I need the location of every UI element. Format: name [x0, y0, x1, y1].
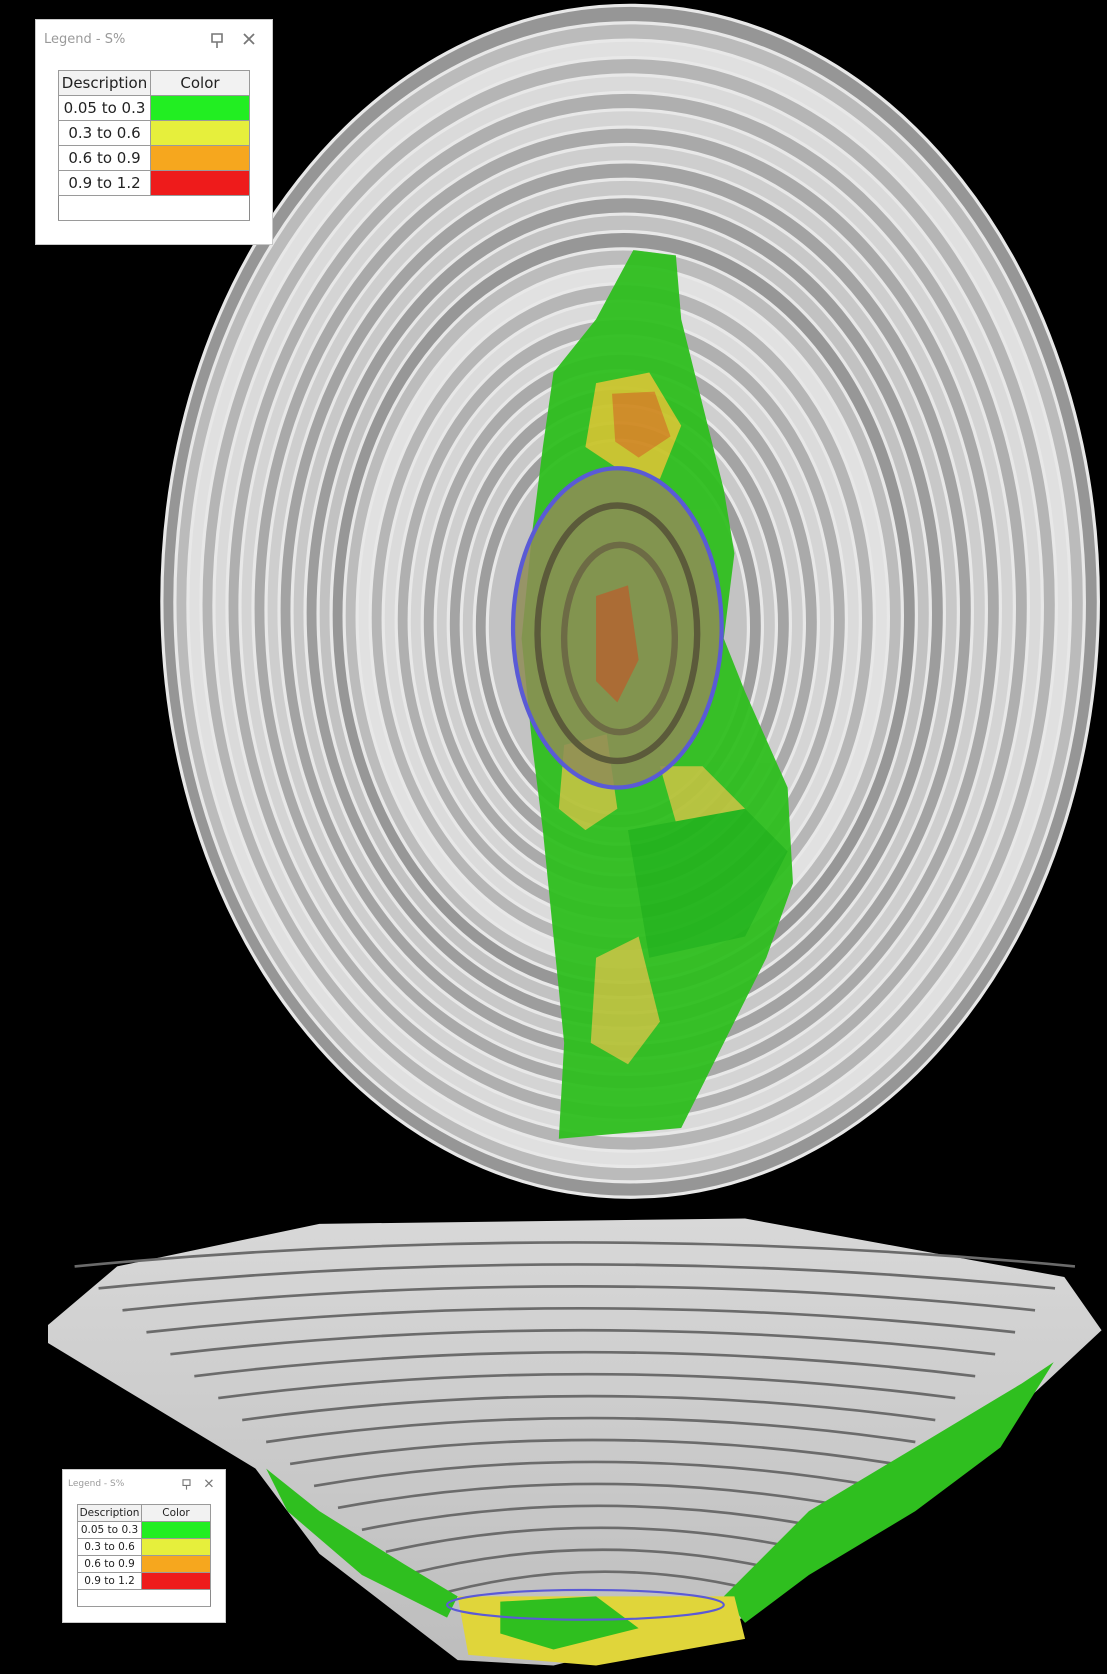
legend-table: Description Color 0.05 to 0.3 0.3 to 0.6 0.6… — [77, 1504, 211, 1607]
bench-line — [170, 1328, 996, 1356]
bench-line — [433, 1570, 777, 1597]
bench-line — [361, 1504, 836, 1532]
description: 0.05 to 0.3 — [77, 1521, 142, 1539]
close-button[interactable] — [243, 33, 255, 45]
bench-line — [218, 1372, 956, 1400]
description: 0.05 to 0.3 — [58, 95, 151, 121]
color-swatch — [150, 145, 250, 171]
bench-line — [98, 1263, 1056, 1290]
legend-row: 0.05 to 0.3 — [77, 1521, 211, 1539]
description: 0.3 to 0.6 — [77, 1538, 142, 1556]
column-header: Description — [58, 70, 151, 96]
empty-row — [58, 195, 250, 221]
legend-row: 0.3 to 0.6 — [58, 120, 250, 146]
legend-title: Legend - S% — [44, 32, 126, 47]
legend-panel[interactable]: Legend - S% Description Color 0.05 to 0.3 0.… — [62, 1469, 226, 1623]
bench-line — [194, 1350, 976, 1378]
empty-row — [77, 1589, 211, 1607]
description: 0.9 to 1.2 — [58, 170, 151, 196]
column-header: Color — [150, 70, 250, 96]
color-swatch — [150, 95, 250, 121]
bench-line — [146, 1306, 1016, 1334]
close-button[interactable] — [204, 1479, 213, 1488]
empty-cell — [58, 195, 250, 221]
legend-row: 0.3 to 0.6 — [77, 1538, 211, 1556]
window-buttons — [182, 1479, 213, 1490]
bench-line — [265, 1416, 916, 1444]
color-swatch — [141, 1555, 211, 1573]
bench-line — [74, 1241, 1076, 1268]
column-header: Description — [77, 1504, 142, 1522]
inner-pit — [510, 466, 724, 790]
legend-row: 0.6 to 0.9 — [77, 1555, 211, 1573]
pin-button[interactable] — [211, 33, 223, 48]
bench-line — [122, 1285, 1036, 1312]
header-row: Description Color — [58, 70, 250, 96]
color-swatch — [150, 170, 250, 196]
color-swatch — [141, 1572, 211, 1590]
section-view — [48, 1218, 1102, 1666]
bench-line — [289, 1438, 896, 1466]
bench-line — [242, 1394, 936, 1422]
legend-panel[interactable]: Legend - S% Description Color 0.05 to 0.3 0.… — [35, 19, 273, 245]
pin-button[interactable] — [182, 1479, 191, 1490]
description: 0.6 to 0.9 — [58, 145, 151, 171]
description: 0.6 to 0.9 — [77, 1555, 142, 1573]
empty-cell — [77, 1589, 211, 1607]
legend-row: 0.9 to 1.2 — [58, 170, 250, 196]
legend-table: Description Color 0.05 to 0.3 0.3 to 0.6 0.6… — [58, 70, 250, 221]
bench-line — [409, 1548, 796, 1575]
column-header: Color — [141, 1504, 211, 1522]
legend-row: 0.05 to 0.3 — [58, 95, 250, 121]
legend-row: 0.9 to 1.2 — [77, 1572, 211, 1590]
bench-line — [337, 1482, 856, 1510]
title-bar: Legend - S% — [36, 20, 272, 60]
legend-title: Legend - S% — [68, 1479, 125, 1489]
window-buttons — [211, 33, 255, 48]
bench-line — [313, 1460, 876, 1488]
title-bar: Legend - S% — [63, 1470, 225, 1498]
header-row: Description Color — [77, 1504, 211, 1522]
description: 0.9 to 1.2 — [77, 1572, 142, 1590]
color-swatch — [141, 1521, 211, 1539]
color-swatch — [150, 120, 250, 146]
description: 0.3 to 0.6 — [58, 120, 151, 146]
color-swatch — [141, 1538, 211, 1556]
legend-row: 0.6 to 0.9 — [58, 145, 250, 171]
bench-line — [385, 1526, 816, 1554]
